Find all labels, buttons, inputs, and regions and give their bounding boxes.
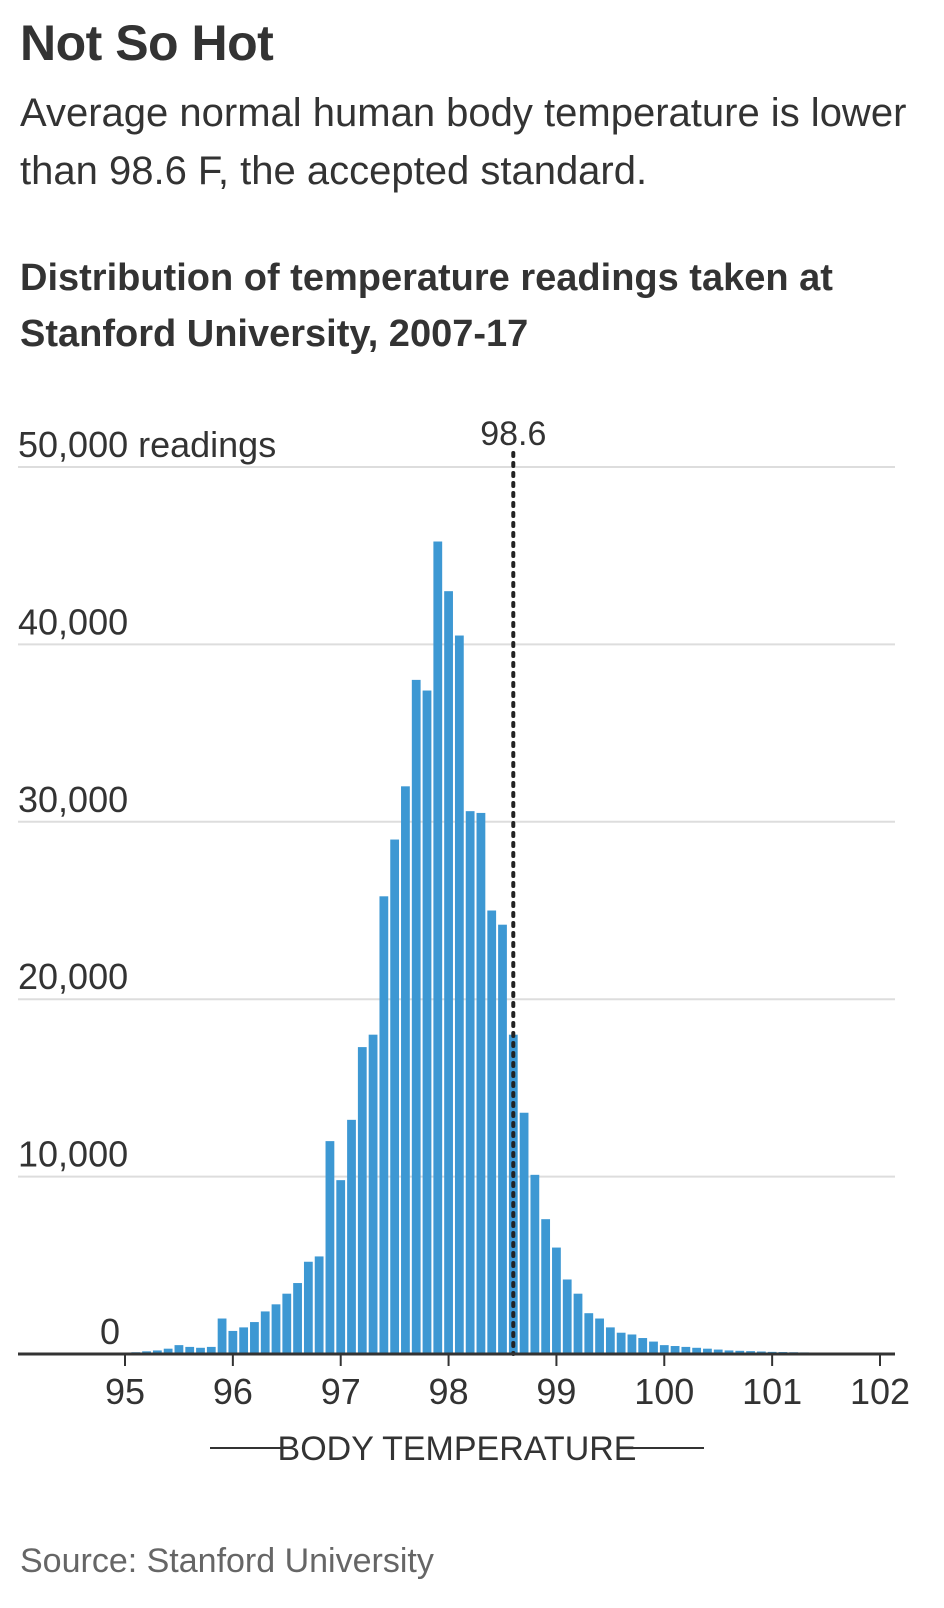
bar	[422, 690, 432, 1354]
bar	[627, 1334, 637, 1354]
x-tick-label: 96	[213, 1371, 253, 1412]
bar	[390, 839, 400, 1354]
bar	[217, 1318, 227, 1354]
y-tick-label: 20,000	[18, 956, 128, 997]
bar	[411, 679, 421, 1354]
headline: Not So Hot	[20, 15, 274, 71]
bar	[303, 1261, 313, 1354]
bar	[196, 1347, 205, 1354]
bars	[120, 541, 885, 1354]
bar	[260, 1311, 270, 1354]
x-tick-label: 100	[634, 1371, 694, 1412]
bar	[498, 924, 507, 1354]
bar	[379, 896, 389, 1354]
x-axis-label-group: BODY TEMPERATURE	[210, 1430, 704, 1468]
bar	[239, 1327, 249, 1354]
bar	[616, 1332, 626, 1354]
bar	[433, 541, 443, 1354]
bar	[659, 1345, 669, 1354]
y-tick-label: 40,000	[18, 601, 128, 642]
bar	[174, 1345, 184, 1354]
y-tick-label: 30,000	[18, 779, 128, 820]
bar	[692, 1347, 702, 1354]
bar	[282, 1293, 292, 1354]
bar	[163, 1348, 173, 1354]
dek: Average normal human body temperature is…	[20, 91, 907, 193]
y-tick-label: 0	[100, 1311, 120, 1352]
x-tick-label: 98	[429, 1371, 469, 1412]
bar	[735, 1350, 745, 1354]
chart-title: Distribution of temperature readings tak…	[20, 257, 833, 355]
bar	[584, 1313, 594, 1354]
x-tick-label: 97	[321, 1371, 361, 1412]
bar	[465, 811, 475, 1354]
y-tick-label: 10,000	[18, 1134, 128, 1175]
bar	[185, 1346, 195, 1354]
bar	[357, 1047, 367, 1354]
bar	[454, 635, 464, 1354]
x-tick-label: 99	[536, 1371, 576, 1412]
x-tick-label: 95	[105, 1371, 145, 1412]
bar	[638, 1338, 648, 1354]
x-tick-labels: 95 96 97 98 99 100 101 102	[105, 1354, 910, 1412]
bar	[487, 910, 497, 1354]
histogram-chart: 0 10,000 20,000 30,000 40,000 50,000 readings…	[18, 420, 910, 1468]
bar	[250, 1322, 259, 1354]
bar	[152, 1350, 162, 1354]
reference-line-group: 98.6	[480, 420, 546, 1356]
bar	[336, 1180, 346, 1354]
bar	[670, 1346, 680, 1354]
bar	[573, 1293, 583, 1354]
bar	[541, 1219, 551, 1354]
bar	[713, 1349, 723, 1354]
y-tick-labels: 0 10,000 20,000 30,000 40,000 50,000 readings	[18, 424, 276, 1352]
x-axis-label: BODY TEMPERATURE	[278, 1430, 637, 1468]
bar	[293, 1283, 302, 1354]
bar	[476, 812, 486, 1354]
bar	[444, 591, 453, 1354]
bar	[368, 1034, 378, 1354]
x-tick-label: 101	[742, 1371, 802, 1412]
bar	[530, 1174, 540, 1354]
bar	[347, 1119, 356, 1354]
bar	[401, 786, 410, 1354]
x-tick-label: 102	[850, 1371, 910, 1412]
bar	[595, 1318, 604, 1354]
bar	[703, 1348, 712, 1354]
source-note: Source: Stanford University	[20, 1542, 434, 1580]
bar	[314, 1256, 324, 1354]
bar	[519, 1112, 529, 1354]
bar	[605, 1327, 615, 1354]
bar	[271, 1304, 281, 1354]
bar	[228, 1330, 238, 1354]
bar	[724, 1350, 734, 1354]
bar	[681, 1346, 691, 1354]
bar	[649, 1341, 658, 1354]
bar	[206, 1346, 216, 1354]
bar	[325, 1141, 335, 1354]
reference-line-label: 98.6	[480, 420, 546, 453]
bar	[562, 1279, 572, 1354]
y-tick-label: 50,000 readings	[18, 424, 276, 465]
bar	[552, 1247, 561, 1354]
